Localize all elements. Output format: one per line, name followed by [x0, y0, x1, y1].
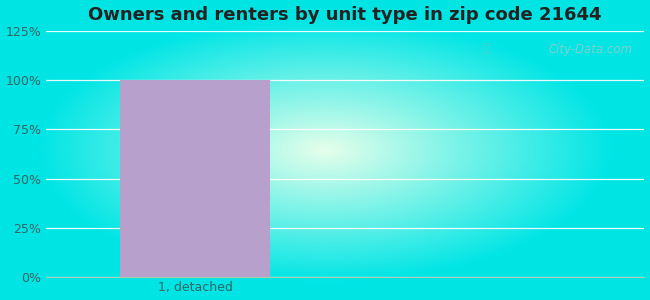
- Text: ⦿: ⦿: [483, 42, 490, 55]
- Text: City-Data.com: City-Data.com: [549, 43, 632, 56]
- Bar: [120, 80, 270, 277]
- Title: Owners and renters by unit type in zip code 21644: Owners and renters by unit type in zip c…: [88, 6, 602, 24]
